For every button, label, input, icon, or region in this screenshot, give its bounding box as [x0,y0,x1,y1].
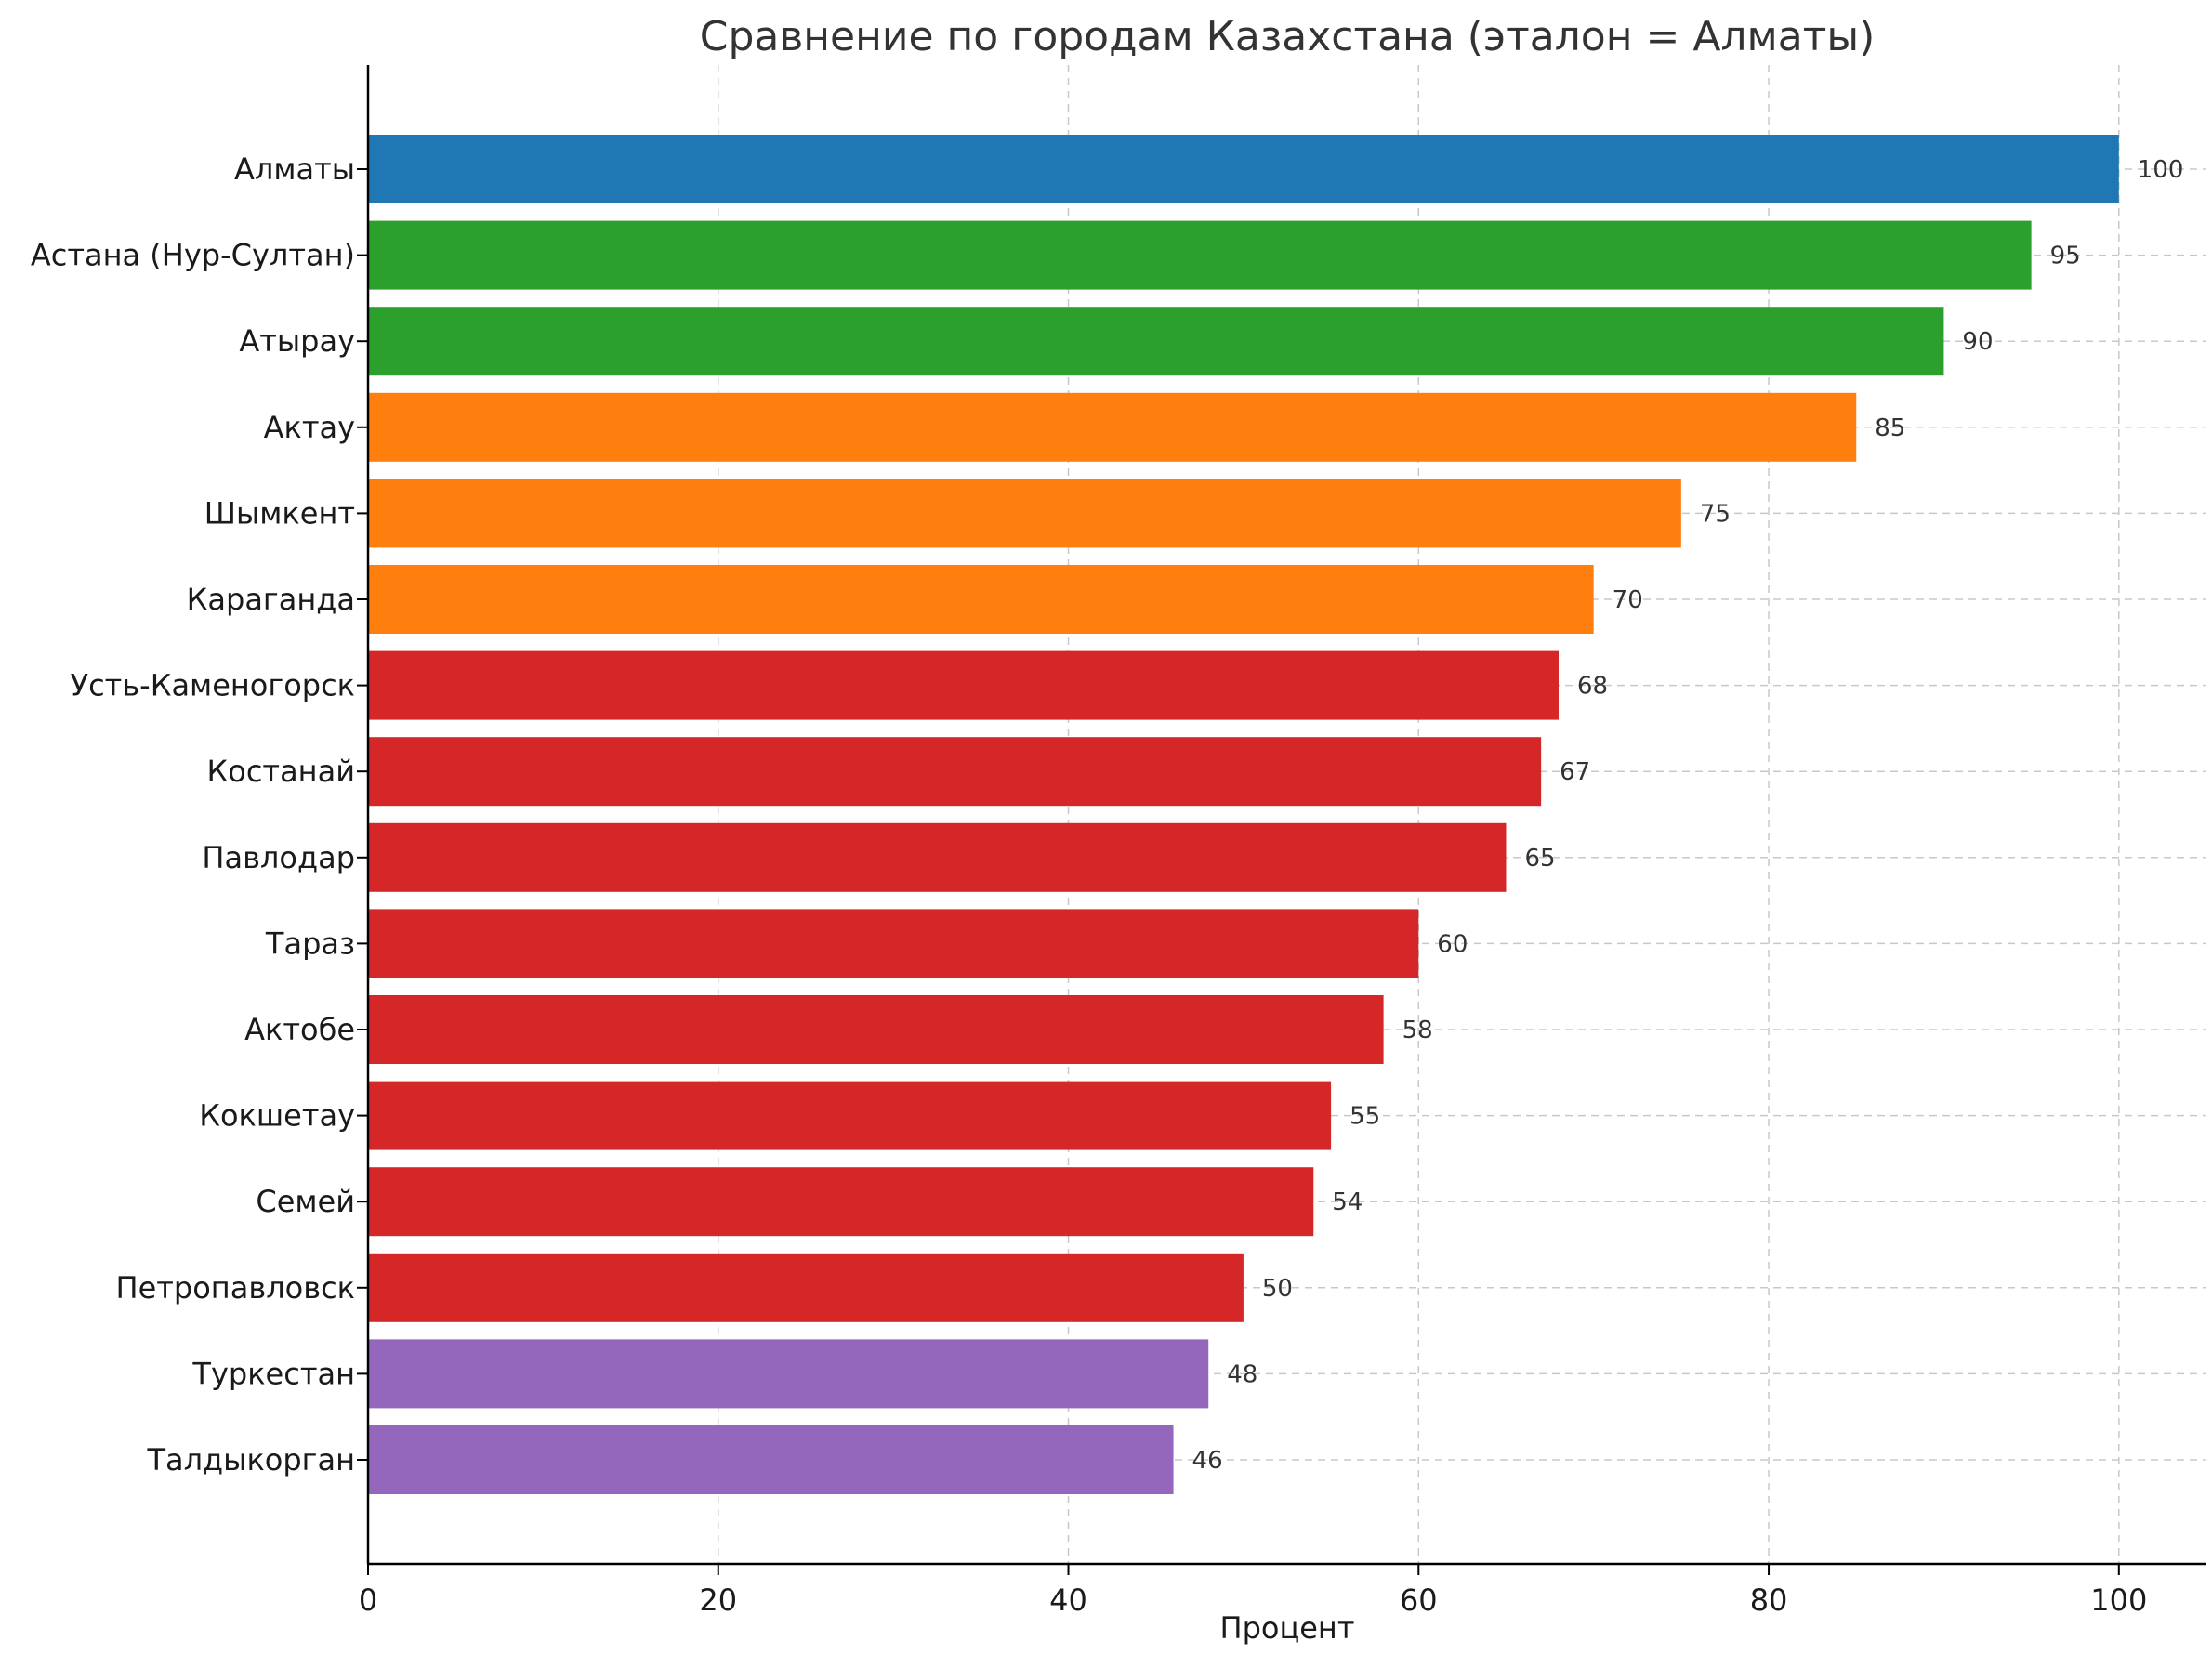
chart-title: Сравнение по городам Казахстана (эталон … [700,13,1876,60]
data-label: 95 [2050,243,2081,270]
x-axis-title: Процент [1220,1610,1355,1646]
data-label: 60 [1437,930,1468,958]
category-label: Талдыкорган [146,1442,355,1477]
data-label: 70 [1613,586,1643,614]
grid [367,65,2206,1564]
data-label: 46 [1192,1447,1223,1475]
bar [368,1425,1174,1494]
bar [368,135,2119,203]
category-label: Алматы [234,151,355,187]
category-label: Семей [256,1184,355,1219]
data-label: 55 [1350,1103,1380,1131]
bar [368,1081,1332,1150]
bar [368,479,1681,548]
bar [368,307,1944,376]
category-label: Актобе [244,1012,355,1047]
bar [368,1339,1209,1409]
category-label: Кокшетау [199,1098,355,1134]
data-label: 100 [2138,156,2184,184]
bar [368,392,1857,462]
x-tick-label: 100 [2090,1582,2147,1618]
bar [368,995,1384,1064]
category-label: Павлодар [202,840,355,875]
category-label: Костанай [207,754,355,789]
category-label: Усть-Каменогорск [71,668,355,703]
bars [368,135,2119,1494]
bar [368,1167,1314,1237]
category-label: Актау [264,410,355,445]
labels: 0 20 40 60 80 100 Алматы 100 Астана (Нур-Султан)… [31,151,2184,1618]
x-tick-label: 40 [1049,1582,1087,1618]
x-tick-label: 60 [1400,1582,1438,1618]
data-label: 65 [1524,845,1555,873]
data-label: 48 [1227,1360,1257,1388]
category-label: Шымкент [204,495,355,531]
bar [368,909,1419,978]
axes [366,65,2206,1566]
bar [368,565,1594,634]
bar [368,737,1542,807]
x-tick-label: 80 [1750,1582,1788,1618]
bar [368,822,1507,892]
bar [368,650,1559,720]
data-label: 50 [1262,1275,1293,1303]
category-label: Атырау [239,323,355,359]
category-label: Астана (Нур-Султан) [31,238,355,273]
data-label: 75 [1700,500,1731,528]
category-label: Туркестан [191,1356,355,1391]
data-label: 67 [1560,758,1590,786]
category-label: Петропавловск [116,1270,355,1306]
data-label: 54 [1332,1188,1363,1216]
bar [368,1253,1244,1322]
x-tick-label: 0 [359,1582,377,1618]
data-label: 85 [1875,414,1905,442]
data-label: 58 [1402,1017,1433,1044]
bar [368,220,2032,290]
category-label: Караганда [187,582,355,617]
x-tick-label: 20 [699,1582,737,1618]
category-label: Тараз [265,925,355,961]
data-label: 68 [1577,673,1608,701]
data-label: 90 [1962,328,1993,356]
